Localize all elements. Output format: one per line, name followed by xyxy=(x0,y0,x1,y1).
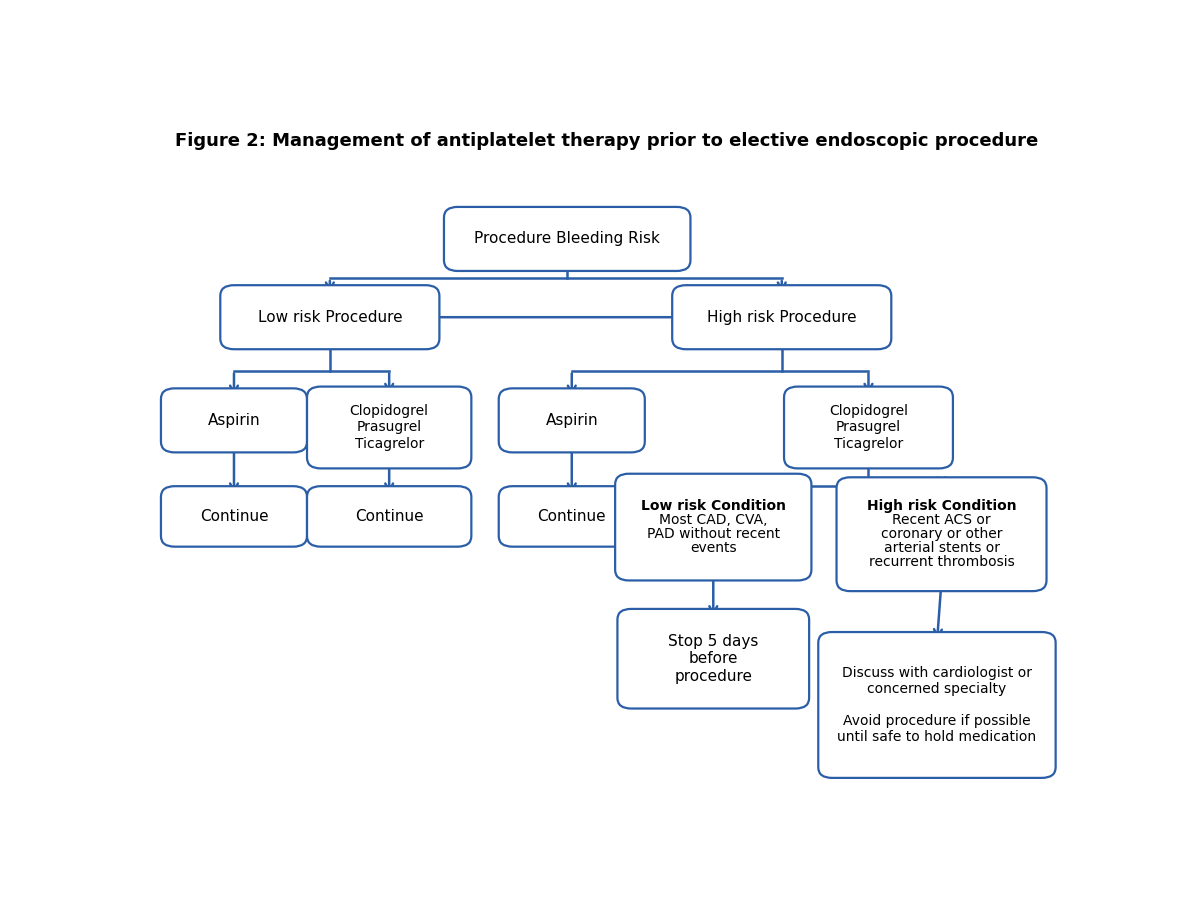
Text: Procedure Bleeding Risk: Procedure Bleeding Risk xyxy=(475,231,660,247)
FancyBboxPatch shape xyxy=(161,486,307,547)
FancyBboxPatch shape xyxy=(307,386,471,468)
Text: Continue: Continue xyxy=(355,509,424,524)
FancyBboxPatch shape xyxy=(615,474,812,580)
Text: Stop 5 days
before
procedure: Stop 5 days before procedure xyxy=(668,634,759,684)
Text: Aspirin: Aspirin xyxy=(545,413,598,428)
Text: Low risk Procedure: Low risk Procedure xyxy=(258,310,402,324)
Text: Continue: Continue xyxy=(537,509,607,524)
Text: PAD without recent: PAD without recent xyxy=(647,528,780,541)
FancyBboxPatch shape xyxy=(498,388,644,453)
Text: Figure 2: Management of antiplatelet therapy prior to elective endoscopic proced: Figure 2: Management of antiplatelet the… xyxy=(174,132,1038,151)
Text: Most CAD, CVA,: Most CAD, CVA, xyxy=(659,513,768,527)
FancyBboxPatch shape xyxy=(673,286,892,349)
FancyBboxPatch shape xyxy=(836,478,1046,591)
Text: recurrent thrombosis: recurrent thrombosis xyxy=(868,555,1014,569)
Text: arterial stents or: arterial stents or xyxy=(884,541,999,555)
Text: Discuss with cardiologist or
concerned specialty

Avoid procedure if possible
un: Discuss with cardiologist or concerned s… xyxy=(838,665,1037,745)
FancyBboxPatch shape xyxy=(161,388,307,453)
FancyBboxPatch shape xyxy=(785,386,953,468)
Text: Aspirin: Aspirin xyxy=(207,413,260,428)
Text: Clopidogrel
Prasugrel
Ticagrelor: Clopidogrel Prasugrel Ticagrelor xyxy=(829,405,908,451)
Text: Low risk Condition: Low risk Condition xyxy=(641,499,786,513)
FancyBboxPatch shape xyxy=(498,486,644,547)
Text: Recent ACS or: Recent ACS or xyxy=(892,513,991,527)
Text: coronary or other: coronary or other xyxy=(881,528,1002,541)
FancyBboxPatch shape xyxy=(617,609,809,709)
FancyBboxPatch shape xyxy=(444,207,690,271)
FancyBboxPatch shape xyxy=(819,632,1055,778)
FancyBboxPatch shape xyxy=(307,486,471,547)
FancyBboxPatch shape xyxy=(220,286,439,349)
Text: events: events xyxy=(690,541,736,555)
Text: Clopidogrel
Prasugrel
Ticagrelor: Clopidogrel Prasugrel Ticagrelor xyxy=(350,405,429,451)
Text: Continue: Continue xyxy=(199,509,269,524)
Text: High risk Condition: High risk Condition xyxy=(867,499,1017,513)
Text: High risk Procedure: High risk Procedure xyxy=(707,310,856,324)
